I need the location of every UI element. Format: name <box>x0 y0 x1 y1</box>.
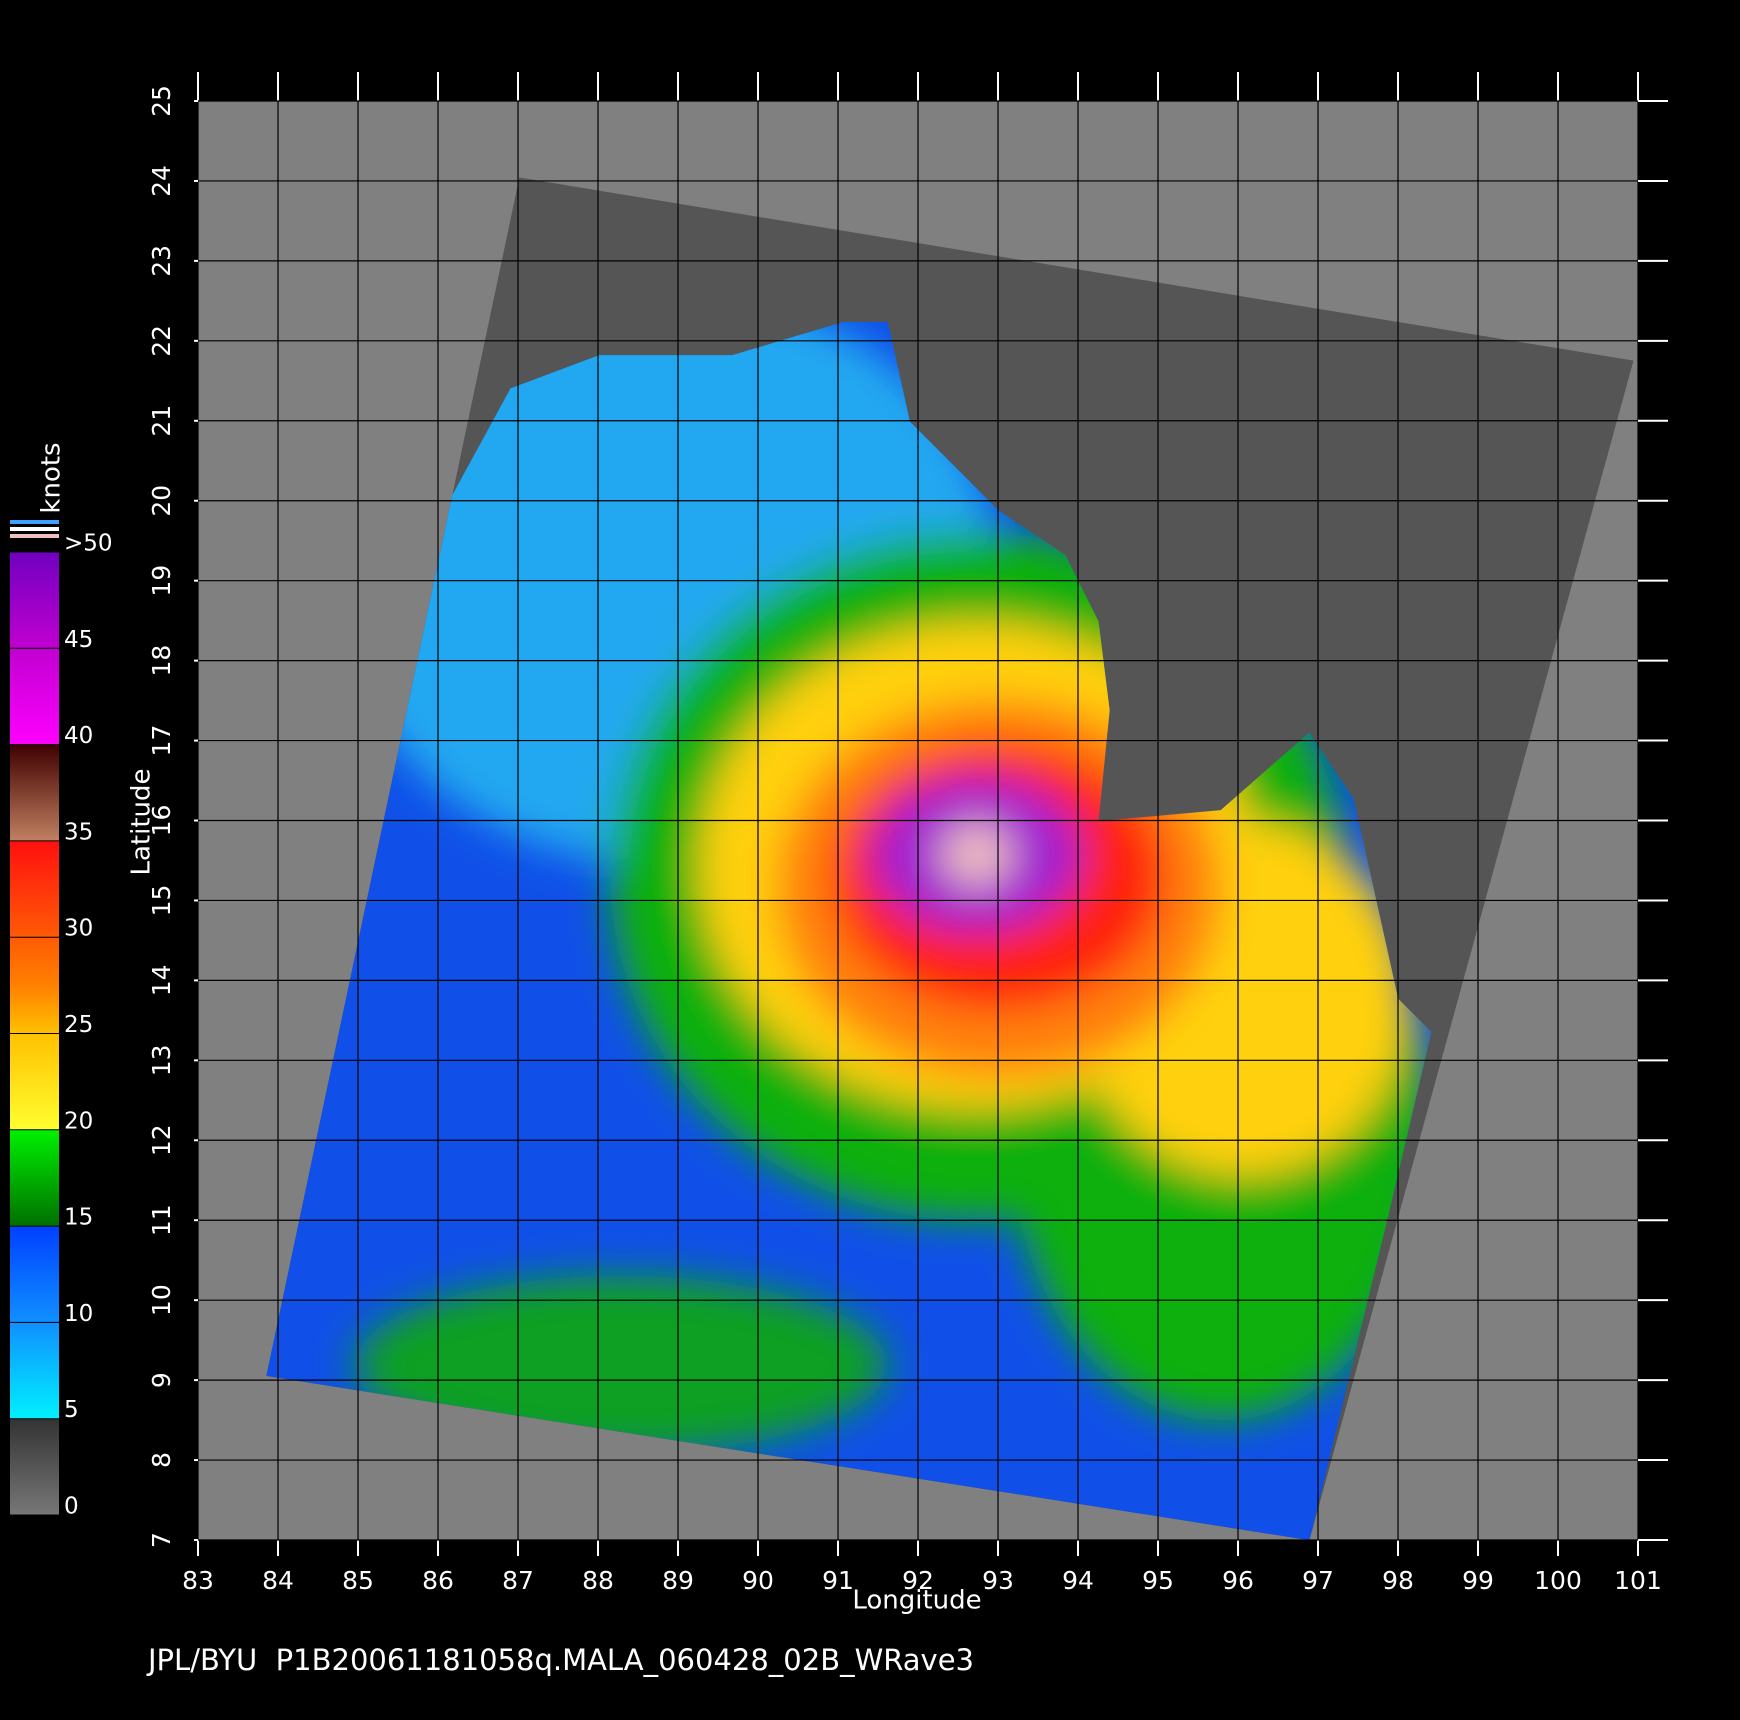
colorbar-tick-label: 25 <box>64 1012 93 1038</box>
x-tick-label: 83 <box>182 1566 214 1595</box>
y-tick-label: 17 <box>147 725 176 757</box>
y-tick-label: 10 <box>147 1284 176 1316</box>
y-tick-label: 7 <box>147 1532 176 1548</box>
x-tick-label: 99 <box>1462 1566 1494 1595</box>
x-tick-label: 86 <box>422 1566 454 1595</box>
y-tick-label: 18 <box>147 645 176 677</box>
y-tick-label: 13 <box>147 1044 176 1076</box>
x-tick-label: 98 <box>1382 1566 1414 1595</box>
x-tick-label: 100 <box>1534 1566 1582 1595</box>
colorbar-tick-label: 45 <box>64 627 93 653</box>
colorbar-tick-label: 20 <box>64 1108 93 1134</box>
x-tick-label: 94 <box>1062 1566 1094 1595</box>
colorbar-tick-label: 40 <box>64 723 93 749</box>
x-tick-label: 87 <box>502 1566 534 1595</box>
x-tick-label: 95 <box>1142 1566 1174 1595</box>
colorbar-tick-label: 15 <box>64 1205 93 1231</box>
y-tick-label: 22 <box>147 325 176 357</box>
y-tick-label: 11 <box>147 1204 176 1236</box>
y-tick-label: 16 <box>147 805 176 837</box>
colorbar-tick-label: 5 <box>64 1397 79 1423</box>
x-tick-label: 96 <box>1222 1566 1254 1595</box>
colorbar-stripe <box>10 527 59 531</box>
x-tick-label: 89 <box>662 1566 694 1595</box>
y-tick-label: 21 <box>147 405 176 437</box>
y-tick-label: 12 <box>147 1124 176 1156</box>
grid: 83 84 85 86 87 88 89 90 91 92 93 94 95 96 97 98 99 100 101… <box>147 72 1668 1595</box>
colorbar-tick-label: 35 <box>64 819 93 845</box>
y-tick-label: 23 <box>147 245 176 277</box>
colorbar-tick-label: 10 <box>64 1301 93 1327</box>
colorbar-stripe <box>10 534 59 538</box>
x-tick-label: 90 <box>742 1566 774 1595</box>
x-tick-label: 85 <box>342 1566 374 1595</box>
y-tick-label: 8 <box>147 1452 176 1468</box>
x-tick-label: 97 <box>1302 1566 1334 1595</box>
x-tick-label: 92 <box>902 1566 934 1595</box>
colorbar-tick-label: 0 <box>64 1494 79 1520</box>
colorbar-tick-label: >50 <box>64 531 113 557</box>
x-axis-label: Longitude <box>852 1586 981 1616</box>
x-tick-label: 84 <box>262 1566 294 1595</box>
y-axis-label: Latitude <box>127 768 157 875</box>
x-tick-label: 93 <box>982 1566 1014 1595</box>
colorbar-stripe <box>10 520 59 524</box>
x-tick-label: 101 <box>1614 1566 1662 1595</box>
y-tick-label: 25 <box>147 85 176 117</box>
y-tick-label: 9 <box>147 1372 176 1388</box>
y-tick-label: 15 <box>147 885 176 917</box>
footer: JPL/BYU P1B20061181058q.MALA_060428_02B_… <box>146 1643 974 1677</box>
colorbar: 0 5 10 15 20 25 30 35 40 45 >50 <box>10 520 113 1520</box>
x-tick-label: 91 <box>822 1566 854 1595</box>
x-tick-label: 88 <box>582 1566 614 1595</box>
y-tick-label: 19 <box>147 565 176 597</box>
y-tick-label: 20 <box>147 485 176 517</box>
y-tick-label: 14 <box>147 964 176 996</box>
wind-field <box>266 177 1634 1541</box>
y-tick-label: 24 <box>147 165 176 197</box>
colorbar-label: knots <box>37 442 67 513</box>
colorbar-tick-label: 30 <box>64 916 93 942</box>
